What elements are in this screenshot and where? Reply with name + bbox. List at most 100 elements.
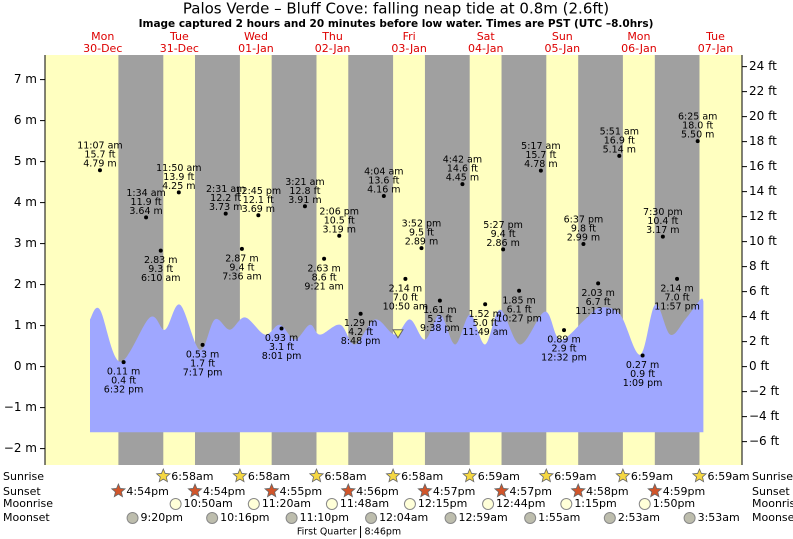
extreme-label: 5.3 ft — [427, 314, 452, 325]
extreme-point — [322, 256, 327, 261]
extreme-label: 3.69 m — [242, 204, 275, 215]
extreme-label: 2.89 m — [405, 237, 438, 248]
extreme-point — [675, 276, 680, 281]
event-icon — [603, 512, 616, 524]
extreme-label: 6.1 ft — [507, 304, 532, 315]
extreme-point — [617, 153, 622, 158]
extreme-label: 4.2 ft — [348, 327, 373, 338]
extreme-label: 12.1 ft — [243, 195, 274, 206]
y2-tick-label: 16 ft — [749, 159, 777, 173]
event-time: 12:15pm — [418, 497, 467, 510]
extreme-point — [483, 302, 488, 307]
row-label: Sunrise — [752, 470, 793, 483]
extreme-point — [239, 246, 244, 251]
extreme-label: 12:32 pm — [541, 353, 587, 364]
extreme-label: 6:32 pm — [104, 385, 144, 396]
event-icon — [482, 498, 495, 510]
extreme-label: 3.73 m — [209, 202, 242, 213]
event-icon — [325, 498, 338, 510]
event-time: 4:54pm — [126, 485, 168, 498]
y2-tick-label: 24 ft — [749, 59, 777, 73]
extreme-label: 3.91 m — [288, 195, 321, 206]
day-name: Sun — [552, 30, 573, 43]
extreme-point — [97, 168, 102, 173]
event-time: 4:54pm — [203, 485, 245, 498]
extreme-label: 10:27 pm — [496, 313, 542, 324]
extreme-label: 7.0 ft — [393, 292, 418, 303]
extreme-label: 3.19 m — [323, 224, 356, 235]
event-time: 11:10pm — [300, 511, 349, 524]
event-time: 4:55pm — [280, 485, 322, 498]
extreme-label: 0.27 m — [626, 360, 659, 371]
extreme-label: 2:06 pm — [319, 206, 359, 217]
current-level-marker — [392, 329, 404, 339]
extreme-label: 5.14 m — [603, 144, 636, 155]
y2-tick-label: 12 ft — [749, 209, 777, 223]
extreme-label: 0.53 m — [186, 349, 219, 360]
extreme-label: 5.50 m — [681, 130, 714, 141]
y-tick-label: 7 m — [14, 72, 37, 86]
day-date: 01-Jan — [238, 42, 274, 55]
y2-tick-label: 22 ft — [749, 84, 777, 98]
water-level-area — [89, 298, 704, 433]
extreme-label: 2:31 am — [206, 184, 245, 195]
extreme-point — [695, 139, 700, 144]
extreme-label: 9.3 ft — [148, 264, 173, 275]
extreme-label: 4:04 am — [364, 167, 403, 178]
extreme-point — [121, 360, 126, 365]
y-tick-label: −1 m — [4, 400, 37, 414]
day-name: Fri — [403, 30, 416, 43]
moon-phase-label: First Quarter — [297, 527, 357, 538]
extreme-point — [517, 288, 522, 293]
extreme-label: 2.99 m — [567, 233, 600, 244]
event-time: 1:15pm — [574, 497, 616, 510]
event-icon — [538, 467, 554, 483]
extreme-label: 8.6 ft — [312, 272, 337, 283]
extreme-label: 10.5 ft — [324, 215, 355, 226]
event-icon — [187, 482, 203, 498]
event-time: 10:16pm — [220, 511, 269, 524]
event-time: 1:55am — [538, 511, 580, 524]
extreme-label: 18.0 ft — [682, 121, 713, 132]
event-time: 12:59am — [459, 511, 508, 524]
extreme-label: 10:50 am — [383, 301, 428, 312]
y2-tick-label: 18 ft — [749, 134, 777, 148]
extreme-label: 3.64 m — [129, 206, 162, 217]
extreme-label: 4.16 m — [367, 185, 400, 196]
y-tick-label: 5 m — [14, 154, 37, 168]
extreme-point — [538, 168, 543, 173]
event-time: 6:59am — [554, 470, 596, 483]
extreme-point — [256, 213, 261, 218]
extreme-point — [460, 182, 465, 187]
event-icon — [155, 467, 171, 483]
y2-tick-label: 2 ft — [749, 334, 769, 348]
extreme-point — [176, 190, 181, 195]
extreme-label: 2.03 m — [581, 288, 614, 299]
extreme-label: 8:01 pm — [262, 351, 302, 362]
event-icon — [444, 512, 457, 524]
extreme-label: 9.8 ft — [571, 224, 596, 235]
extreme-label: 7:17 pm — [183, 367, 223, 378]
event-icon — [169, 498, 182, 510]
event-icon — [385, 467, 401, 483]
event-icon — [570, 482, 586, 498]
event-icon — [462, 467, 478, 483]
extreme-label: 0.9 ft — [630, 369, 655, 380]
event-icon — [206, 512, 219, 524]
extreme-label: 4.78 m — [524, 159, 557, 170]
event-icon — [493, 482, 510, 498]
chart-subtitle: Image captured 2 hours and 20 minutes be… — [139, 18, 654, 30]
extreme-label: 4.45 m — [446, 173, 479, 184]
extreme-point — [223, 211, 228, 216]
event-icon — [638, 498, 651, 510]
extreme-label: 12.2 ft — [210, 193, 241, 204]
row-label: Moonrise — [3, 497, 53, 510]
y-tick-label: 3 m — [14, 236, 37, 250]
row-label: Sunrise — [3, 470, 44, 483]
event-time: 4:58pm — [586, 485, 628, 498]
y-tick-label: 6 m — [14, 113, 37, 127]
extreme-label: 6:25 am — [678, 112, 717, 123]
extreme-label: 1:34 am — [126, 188, 165, 199]
extreme-label: 16.9 ft — [604, 135, 635, 146]
